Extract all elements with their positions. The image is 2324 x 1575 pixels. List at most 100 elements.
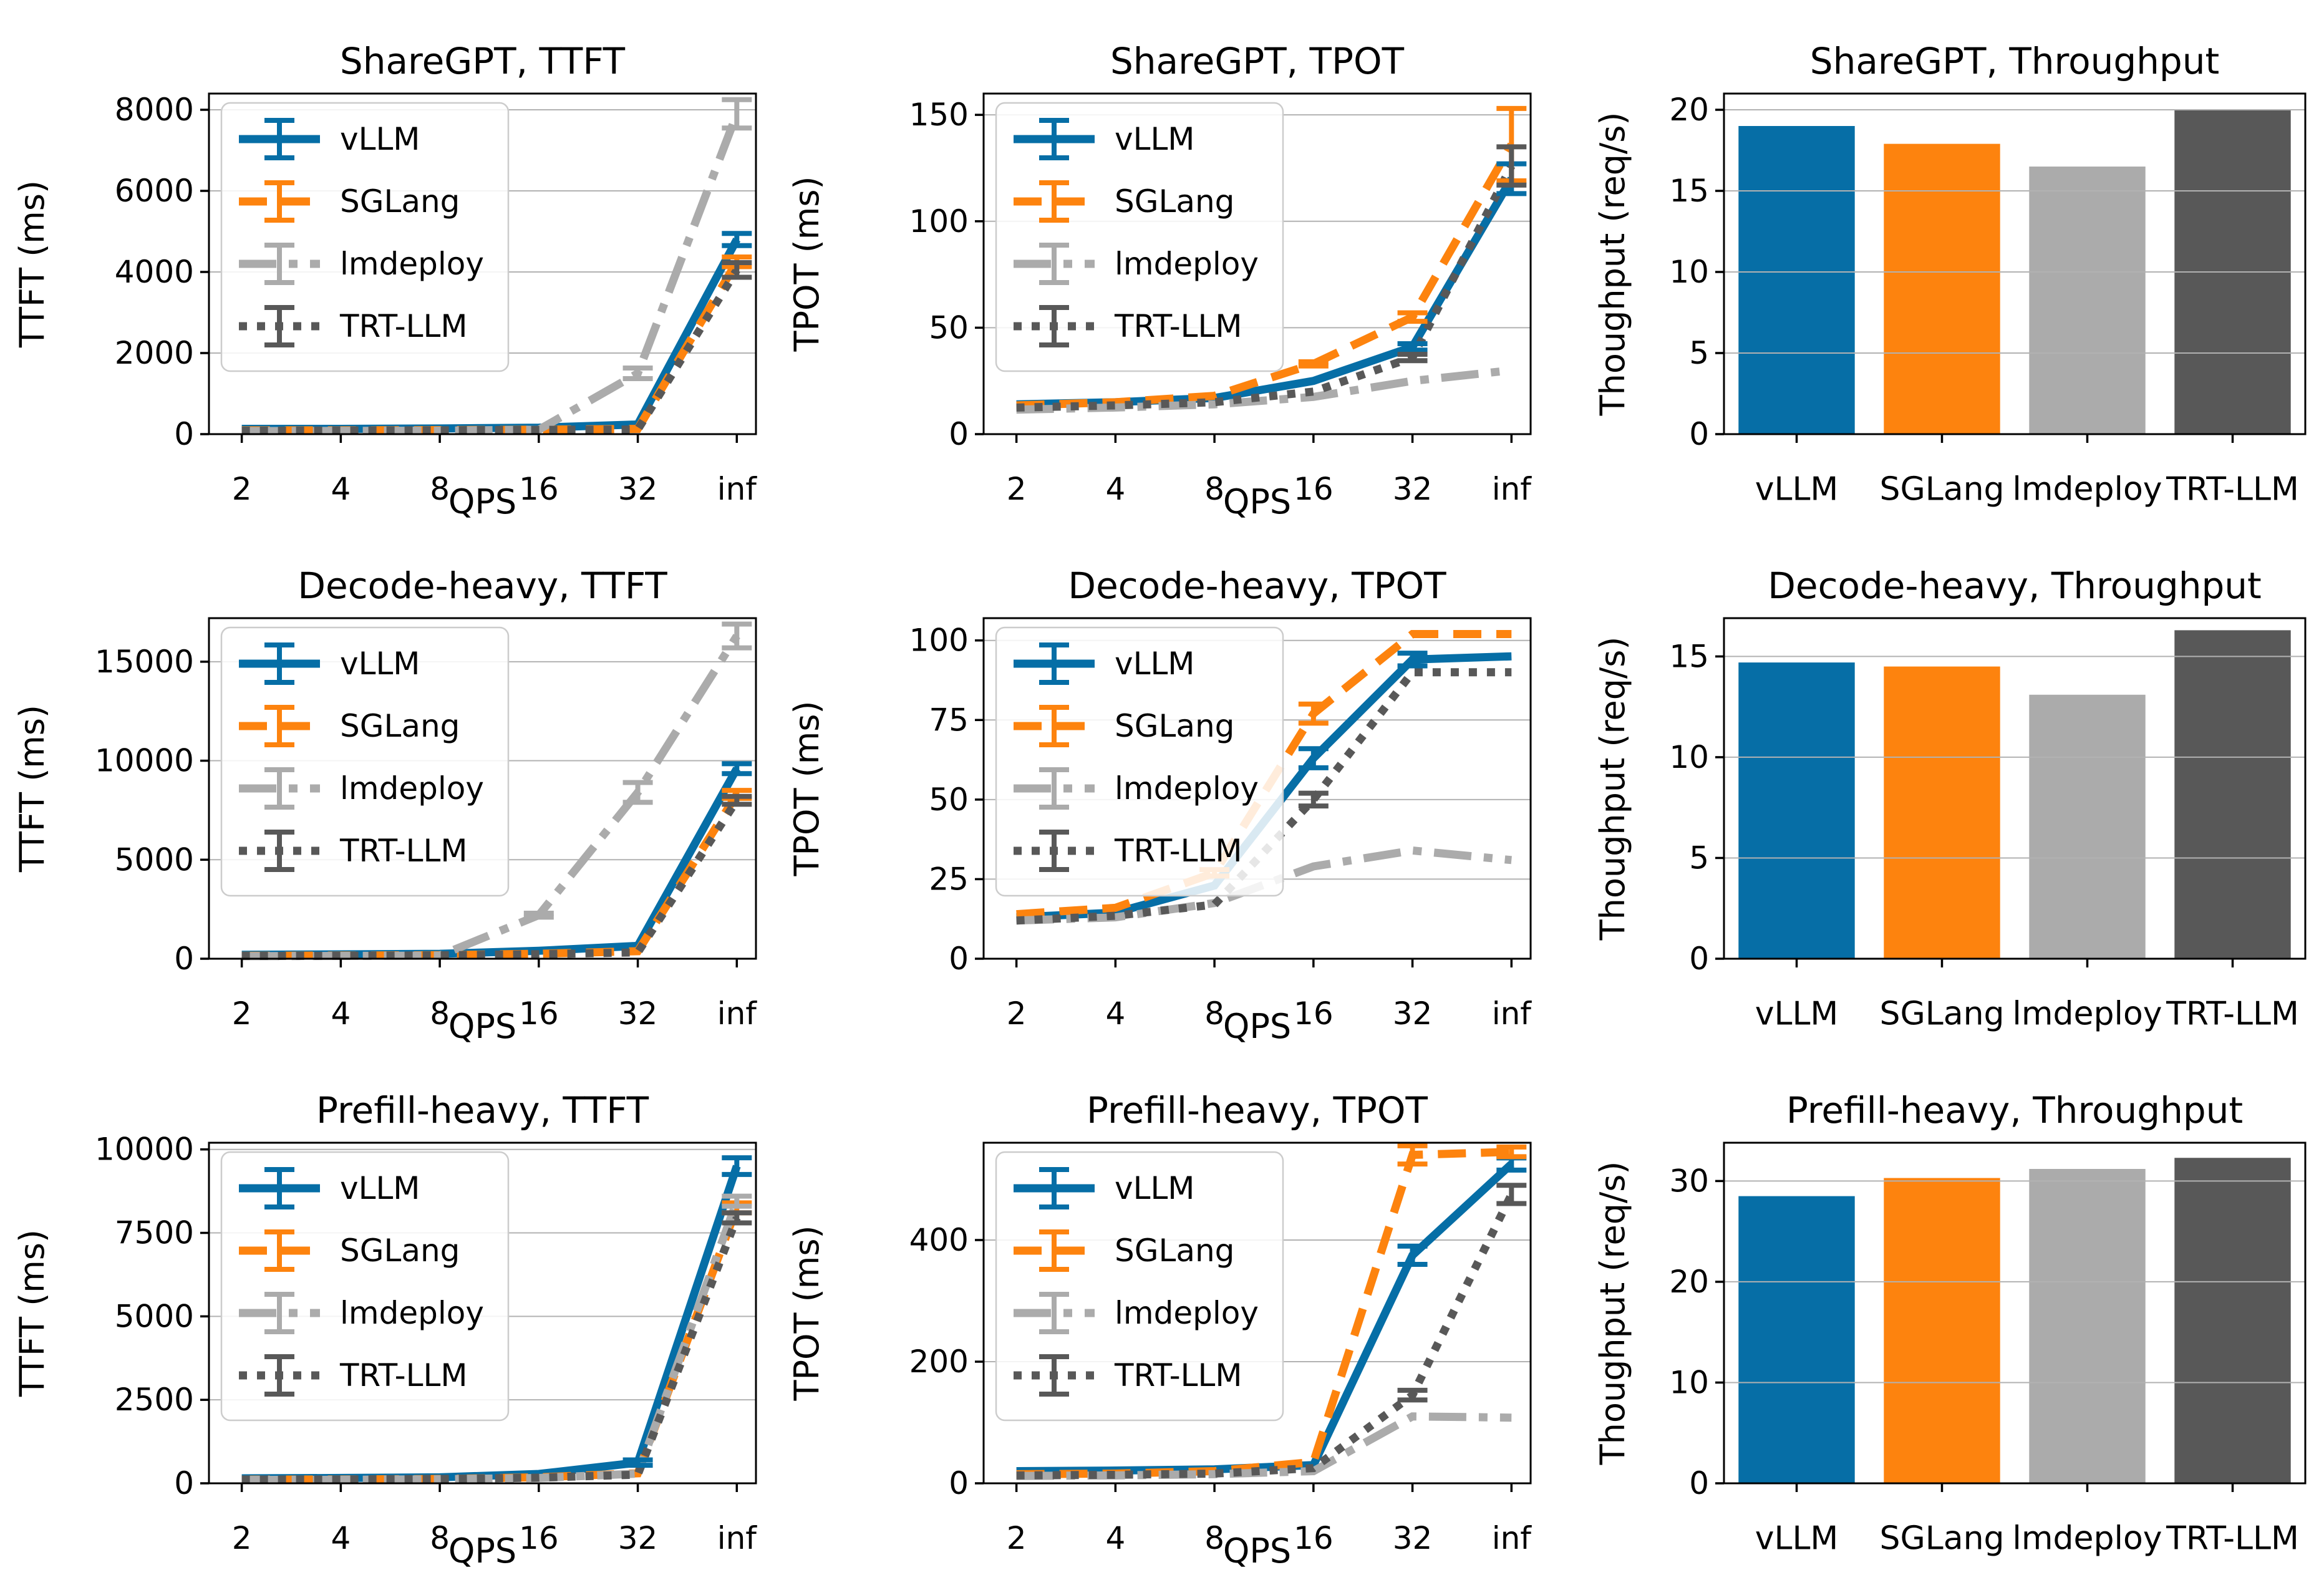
series-errorbars-vllm: [722, 231, 752, 248]
plot-data-prefill-heavy-throughput: [1738, 1158, 2291, 1483]
y-tick-label-5: 5: [1689, 840, 1709, 876]
legend-label-vllm: vLLM: [340, 646, 420, 682]
legend-label-trt-llm: TRT-LLM: [1114, 1357, 1242, 1393]
legend-entry-sglang: SGLang: [239, 180, 460, 223]
y-tick-label-0: 0: [174, 416, 194, 452]
y-tick-label-10000: 10000: [95, 743, 194, 779]
y-tick-label-2000: 2000: [115, 335, 194, 371]
legend-entry-lmdeploy: lmdeploy: [1014, 1292, 1259, 1334]
plot-data-decode-heavy-ttft: [241, 621, 752, 961]
series-line-vllm: [1016, 177, 1515, 409]
y-tick-label-10: 10: [1669, 739, 1709, 775]
series-errorbars-lmdeploy: [622, 97, 752, 381]
x-tick-label-16: 16: [519, 1520, 559, 1556]
bar-label-vllm: vLLM: [1755, 471, 1839, 508]
legend-label-trt-llm: TRT-LLM: [339, 833, 468, 869]
legend-entry-lmdeploy: lmdeploy: [1014, 767, 1259, 810]
legend-label-lmdeploy: lmdeploy: [1115, 246, 1259, 282]
y-axis-label-decode-heavy-ttft: TTFT (ms): [12, 705, 52, 873]
legend-box: [220, 626, 510, 897]
y-axis-label-decode-heavy-tpot: TPOT (ms): [787, 700, 826, 876]
bar-label-lmdeploy: lmdeploy: [2012, 471, 2162, 508]
series-line-trt-llm: [1016, 164, 1516, 412]
x-tick-label-4: 4: [1105, 996, 1125, 1032]
x-tick-label-4: 4: [331, 996, 351, 1032]
y-tick-label-7500: 7500: [115, 1215, 194, 1251]
legend-entry-vllm: vLLM: [239, 642, 420, 685]
y-tick-label-6000: 6000: [115, 173, 194, 209]
y-tick-label-0: 0: [174, 1465, 194, 1501]
legend-entry-sglang: SGLang: [1014, 1229, 1234, 1272]
legend-entry-lmdeploy: lmdeploy: [239, 1292, 484, 1334]
chart-title-sharegpt-ttft: ShareGPT, TTFT: [340, 40, 626, 82]
legend-label-lmdeploy: lmdeploy: [1115, 770, 1259, 807]
y-tick-label-150: 150: [909, 97, 969, 133]
axes-frame-prefill-heavy-tpot: [982, 1141, 1532, 1485]
x-tick-label-2: 2: [232, 471, 252, 507]
legend-label-sglang: SGLang: [1115, 1233, 1234, 1269]
x-tick-label-4: 4: [1105, 1520, 1125, 1556]
axes-frame-prefill-heavy-throughput: [1723, 1141, 2307, 1485]
plot-data-decode-heavy-throughput: [1738, 630, 2291, 959]
y-tick-label-0: 0: [1689, 941, 1709, 977]
legend-entry-sglang: SGLang: [239, 1229, 460, 1272]
legend-label-trt-llm: TRT-LLM: [1114, 833, 1242, 869]
x-tick-label-16: 16: [1294, 996, 1334, 1032]
gridlines-over-prefill-heavy-throughput: [1724, 1180, 2305, 1384]
legend-entry-lmdeploy: lmdeploy: [1014, 243, 1259, 285]
x-tick-label-8: 8: [430, 1520, 450, 1556]
x-axis-label-decode-heavy-ttft: QPS: [448, 1007, 516, 1046]
series-line-lmdeploy: [241, 112, 741, 435]
chart-decode-heavy-tpot: Decode-heavy, TPOT TPOT (ms) 2 4 8 16 32 inf QPS…: [787, 565, 1532, 1046]
y-tick-label-15: 15: [1669, 173, 1709, 209]
legend-label-lmdeploy: lmdeploy: [340, 1295, 484, 1331]
y-tick-label-5: 5: [1689, 335, 1709, 371]
bar-label-trt-llm: TRT-LLM: [2166, 471, 2299, 508]
bar-label-lmdeploy: lmdeploy: [2012, 996, 2162, 1033]
y-axis-label-prefill-heavy-throughput: Thoughput (req/s): [1593, 1161, 1632, 1466]
chart-title-decode-heavy-ttft: Decode-heavy, TTFT: [298, 565, 667, 607]
y-tick-label-30: 30: [1669, 1163, 1709, 1199]
chart-title-sharegpt-throughput: ShareGPT, Throughput: [1810, 40, 2220, 82]
legend-label-vllm: vLLM: [1115, 121, 1194, 157]
chart-title-decode-heavy-throughput: Decode-heavy, Throughput: [1768, 565, 2262, 607]
legend-box: [995, 1151, 1284, 1422]
axes-frame-sharegpt-tpot: [982, 92, 1532, 435]
x-tick-label-8: 8: [430, 471, 450, 507]
bar-lmdeploy: [2029, 694, 2146, 959]
x-tick-label-8: 8: [1204, 996, 1224, 1032]
series-line-vllm: [1016, 1161, 1514, 1475]
legend-label-sglang: SGLang: [340, 1233, 460, 1269]
chart-sharegpt-tpot: ShareGPT, TPOT TPOT (ms) 2 4 8 16 32 inf QPS vLLM…: [787, 40, 1532, 521]
x-tick-label-inf: inf: [717, 1520, 758, 1556]
legend-label-trt-llm: TRT-LLM: [339, 308, 468, 344]
axes-frame-sharegpt-throughput: [1723, 92, 2307, 435]
series-errorbars-trt-llm: [1397, 1183, 1527, 1403]
x-tick-label-32: 32: [1393, 1520, 1433, 1556]
y-tick-label-10: 10: [1669, 1364, 1709, 1400]
bar-label-vllm: vLLM: [1755, 996, 1839, 1033]
series-errorbars-trt-llm: [1298, 790, 1329, 809]
legend-label-vllm: vLLM: [340, 1170, 420, 1206]
legend-entry-trt-llm: TRT-LLM: [239, 305, 468, 347]
axes-frame-decode-heavy-ttft: [208, 617, 757, 960]
x-tick-label-inf: inf: [717, 471, 758, 507]
gridlines-over-decode-heavy-throughput: [1724, 656, 2305, 859]
bar-sglang: [1884, 1178, 2000, 1483]
x-axis-label-sharegpt-ttft: QPS: [448, 482, 516, 521]
bar-label-vllm: vLLM: [1755, 1520, 1839, 1558]
series-errorbars-vllm: [722, 761, 752, 777]
chart-title-sharegpt-tpot: ShareGPT, TPOT: [1110, 40, 1405, 82]
x-tick-label-16: 16: [1294, 471, 1334, 507]
series-errorbars-vllm: [622, 1155, 752, 1468]
series-line-lmdeploy: [1016, 366, 1512, 414]
x-tick-label-32: 32: [618, 471, 658, 507]
axes-frame-prefill-heavy-ttft: [208, 1141, 757, 1485]
x-tick-label-2: 2: [232, 1520, 252, 1556]
axes-frame-decode-heavy-throughput: [1723, 617, 2307, 960]
bar-label-trt-llm: TRT-LLM: [2166, 1520, 2299, 1558]
y-tick-label-200: 200: [909, 1344, 969, 1380]
chart-decode-heavy-ttft: Decode-heavy, TTFT TTFT (ms) 2 4 8 16 32 inf QPS…: [12, 565, 757, 1046]
y-tick-label-0: 0: [949, 1465, 969, 1501]
